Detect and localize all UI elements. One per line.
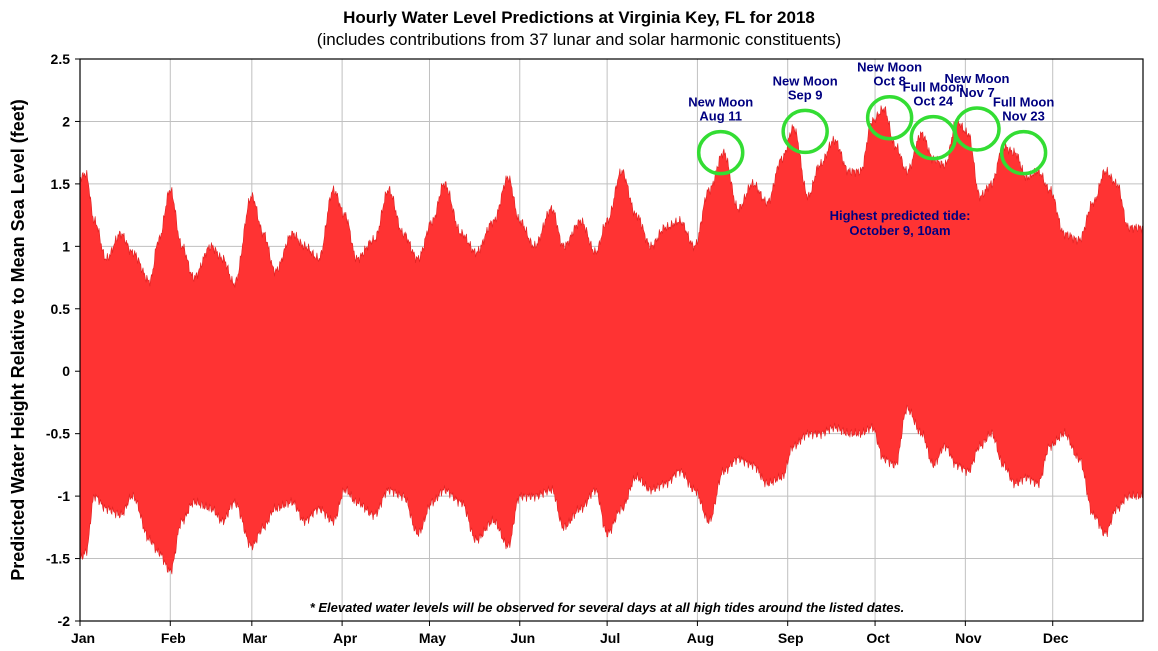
chart-title: Hourly Water Level Predictions at Virgin… [343,8,815,27]
new-moon-nov-7-label-line1: New Moon [944,71,1009,86]
x-tick-label-apr: Apr [333,630,358,646]
new-moon-sep-9-label-line2: Sep 9 [788,87,823,102]
footnote: * Elevated water levels will be observed… [310,600,905,615]
y-tick-label-5: 0 [62,363,70,379]
y-tick-label-3: 1 [62,238,70,254]
x-tick-label-jul: Jul [600,630,620,646]
y-tick-label-4: 0.5 [51,301,71,317]
full-moon-oct-24-label-line1: Full Moon [903,80,964,95]
y-tick-label-7: -1 [58,488,71,504]
y-tick-label-6: -0.5 [46,426,70,442]
y-axis-label: Predicted Water Height Relative to Mean … [8,99,28,580]
full-moon-nov-23-circle [999,129,1048,176]
chart-subtitle: (includes contributions from 37 lunar an… [317,30,841,49]
y-tick-label-9: -2 [58,613,71,629]
full-moon-oct-24-label-line2: Oct 24 [913,94,954,109]
x-tick-label-jan: Jan [71,630,95,646]
x-axis-ticks: Jan Feb Mar Apr May Jun Jul Aug Sep Oct Nov Dec [71,621,1069,646]
full-moon-nov-23-label-line1: Full Moon [993,95,1054,110]
x-tick-label-mar: Mar [242,630,267,646]
new-moon-nov-7-label-line2: Nov 7 [959,85,994,100]
water-level-area [79,105,1144,575]
x-tick-label-aug: Aug [687,630,714,646]
y-tick-label-2: 1.5 [51,176,71,192]
y-tick-label-8: -1.5 [46,551,70,567]
y-tick-label-0: 2.5 [51,51,71,67]
y-tick-label-1: 2 [62,113,70,129]
x-tick-label-oct: Oct [866,630,890,646]
x-tick-label-may: May [419,630,446,646]
highest-tide-note-line2: October 9, 10am [849,223,950,238]
new-moon-nov-7-circle [953,106,1001,152]
new-moon-aug-11-label-line1: New Moon [688,95,753,110]
highest-tide-note-line1: Highest predicted tide: [830,208,971,223]
new-moon-oct-8-circle [865,94,914,141]
new-moon-aug-11-circle [696,129,745,176]
full-moon-nov-23-label-line2: Nov 23 [1002,109,1045,124]
x-tick-label-jun: Jun [510,630,535,646]
x-tick-label-dec: Dec [1043,630,1069,646]
new-moon-oct-8-label-line1: New Moon [857,60,922,75]
new-moon-sep-9-label-line1: New Moon [773,73,838,88]
new-moon-aug-11-label-line2: Aug 11 [699,109,742,124]
plot-frame [79,58,1144,622]
new-moon-sep-9-circle [781,108,829,155]
x-tick-label-feb: Feb [161,630,186,646]
y-axis-ticks: 2.5 2 1.5 1 0.5 0 -0.5 -1 -1.5 -2 [46,51,80,629]
x-tick-label-sep: Sep [778,630,804,646]
new-moon-oct-8-label-line2: Oct 8 [873,74,906,89]
x-tick-label-nov: Nov [955,630,982,646]
